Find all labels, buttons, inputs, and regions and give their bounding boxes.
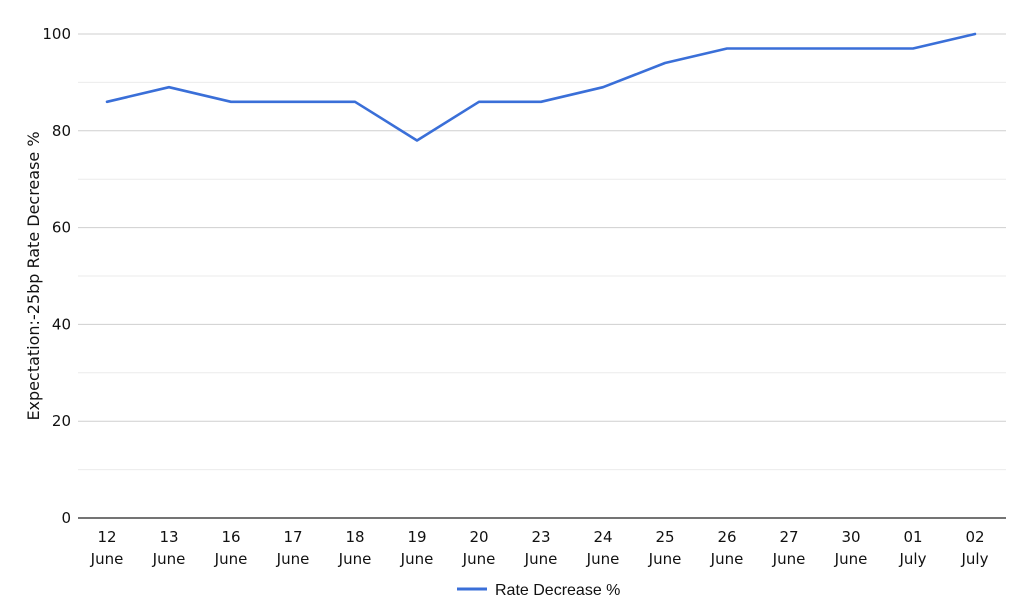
- legend[interactable]: Rate Decrease %: [457, 582, 620, 599]
- x-tick-label-month: June: [400, 550, 434, 568]
- y-tick-label: 0: [61, 509, 71, 527]
- y-axis-ticks: 0 20 40 60 80 100: [42, 25, 71, 527]
- x-tick-label-month: June: [90, 550, 124, 568]
- x-tick-label-day: 23: [531, 528, 550, 546]
- series-lines: [105, 32, 977, 142]
- x-tick-label-month: June: [648, 550, 682, 568]
- x-tick-label-month: June: [710, 550, 744, 568]
- x-axis-ticks: 12 June 13 June 16 June 17 June 18 June 19 June 20 Ju…: [90, 528, 989, 568]
- x-tick-label-day: 30: [841, 528, 860, 546]
- x-tick-label-day: 16: [221, 528, 240, 546]
- x-tick-label-month: June: [338, 550, 372, 568]
- x-tick-label-day: 13: [159, 528, 178, 546]
- y-tick-label: 60: [52, 219, 71, 237]
- x-tick-label-day: 25: [655, 528, 674, 546]
- x-tick-label-month: June: [152, 550, 186, 568]
- x-tick-label-day: 12: [97, 528, 116, 546]
- y-tick-label: 40: [52, 315, 71, 333]
- x-tick-label-day: 02: [965, 528, 984, 546]
- x-tick-label-month: June: [462, 550, 496, 568]
- y-tick-label: 20: [52, 412, 71, 430]
- x-tick-label-day: 27: [779, 528, 798, 546]
- x-tick-label-day: 01: [903, 528, 922, 546]
- x-tick-label-day: 26: [717, 528, 736, 546]
- x-tick-label-month: July: [899, 550, 927, 568]
- x-tick-label-month: June: [586, 550, 620, 568]
- x-tick-label-month: June: [276, 550, 310, 568]
- y-axis-title: Expectation:-25bp Rate Decrease %: [24, 131, 43, 420]
- x-tick-label-day: 19: [407, 528, 426, 546]
- gridlines: [78, 33, 1006, 519]
- x-tick-label-month: June: [834, 550, 868, 568]
- x-tick-label-month: July: [961, 550, 989, 568]
- y-tick-label: 100: [42, 25, 71, 43]
- x-tick-label-day: 24: [593, 528, 612, 546]
- x-tick-label-day: 17: [283, 528, 302, 546]
- legend-label: Rate Decrease %: [495, 582, 620, 599]
- x-tick-label-month: June: [772, 550, 806, 568]
- y-tick-label: 80: [52, 122, 71, 140]
- x-tick-label-month: June: [524, 550, 558, 568]
- x-tick-label-month: June: [214, 550, 248, 568]
- x-tick-label-day: 18: [345, 528, 364, 546]
- series-line[interactable]: [105, 32, 977, 142]
- x-tick-label-day: 20: [469, 528, 488, 546]
